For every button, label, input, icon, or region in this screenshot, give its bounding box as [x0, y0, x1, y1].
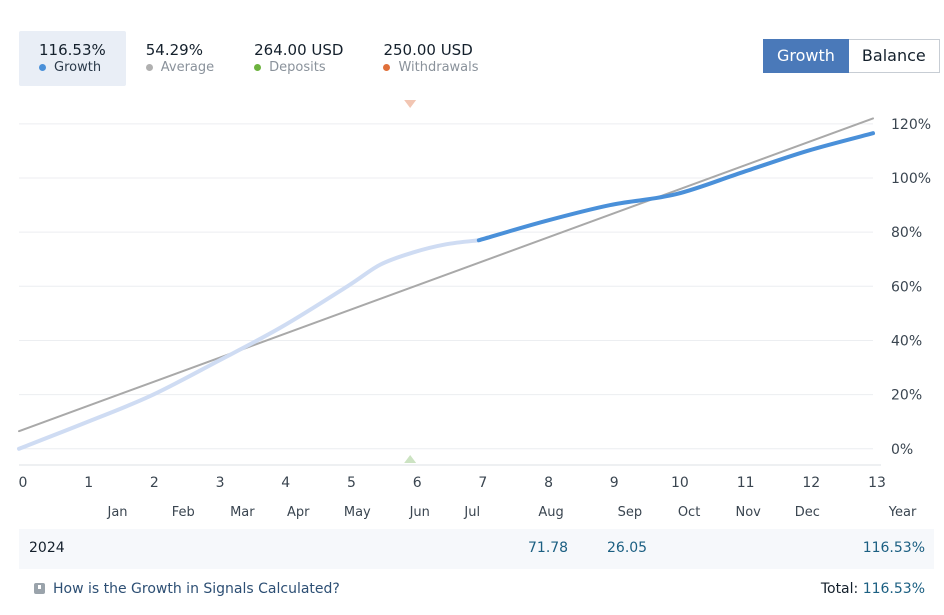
x-tick-label: 10 — [671, 475, 689, 491]
month-label: Nov — [735, 505, 761, 520]
x-tick-label: 8 — [544, 475, 553, 491]
x-tick-label: 11 — [737, 475, 755, 491]
stat-growth[interactable]: 116.53% Growth — [19, 31, 126, 86]
x-tick-label: 1 — [84, 475, 93, 491]
year-total-value: 116.53% — [862, 540, 925, 556]
stat-deposits-label: Deposits — [269, 60, 326, 75]
y-tick-label: 80% — [891, 225, 922, 241]
deposit-marker — [404, 455, 417, 463]
y-tick-label: 100% — [891, 171, 931, 187]
year-label: 2024 — [29, 540, 65, 556]
chart-mode-toggle: Growth Balance — [763, 39, 940, 73]
month-label: Jun — [409, 505, 430, 520]
month-label: Apr — [287, 505, 310, 520]
y-tick-label: 120% — [891, 117, 931, 133]
x-tick-label: 6 — [413, 475, 422, 491]
month-label: May — [344, 505, 371, 520]
month-label: Sep — [618, 505, 643, 520]
info-icon — [34, 583, 45, 594]
x-tick-label: 5 — [347, 475, 356, 491]
x-tick-label: 12 — [802, 475, 820, 491]
growth-line — [476, 131, 875, 243]
stat-average[interactable]: 54.29% Average — [126, 31, 234, 86]
stat-growth-label: Growth — [54, 60, 102, 75]
stat-average-value: 54.29% — [145, 41, 203, 59]
balance-toggle-button[interactable]: Balance — [848, 39, 940, 73]
stat-withdrawals-label: Withdrawals — [398, 60, 479, 75]
stat-deposits[interactable]: 264.00 USD Deposits — [234, 31, 363, 86]
month-label: Jul — [463, 505, 480, 520]
month-label: Mar — [230, 505, 255, 520]
stat-withdrawals-value: 250.00 USD — [383, 41, 473, 59]
stat-growth-value: 116.53% — [39, 41, 106, 59]
month-label: Year — [888, 505, 917, 520]
x-tick-label: 13 — [868, 475, 886, 491]
growth-chart: 120%100%80%60%40%20%0%0 1 2 3 4 5 6 7 8 9 10 11 12 13… — [17, 100, 931, 520]
y-tick-label: 20% — [891, 388, 922, 404]
stat-withdrawals[interactable]: 250.00 USD Withdrawals — [363, 31, 498, 86]
month-label: Oct — [678, 505, 700, 520]
stat-average-label: Average — [160, 60, 215, 75]
withdrawal-marker — [404, 100, 417, 108]
growth-calculation-help-link[interactable]: How is the Growth in Signals Calculated? — [53, 581, 340, 597]
growth-legend-dot — [39, 63, 46, 71]
stats-bar: 116.53% Growth 54.29% Average 264.00 USD… — [19, 31, 499, 86]
year-value-sep: 26.05 — [607, 540, 648, 556]
stat-deposits-value: 264.00 USD — [254, 41, 344, 59]
month-label: Feb — [172, 505, 195, 520]
total-value: 116.53% — [862, 581, 925, 597]
footer: How is the Growth in Signals Calculated?… — [19, 578, 934, 602]
x-tick-label: 7 — [478, 475, 487, 491]
x-tick-label: 2 — [150, 475, 159, 491]
x-tick-label: 0 — [19, 475, 28, 491]
withdrawals-legend-dot — [383, 63, 391, 71]
month-label: Dec — [795, 505, 820, 520]
x-tick-label: 9 — [610, 475, 619, 491]
x-tick-label: 3 — [216, 475, 225, 491]
growth-toggle-button[interactable]: Growth — [763, 39, 849, 73]
growth-history-line — [17, 238, 481, 451]
y-tick-label: 0% — [891, 442, 913, 458]
deposits-legend-dot — [254, 63, 262, 71]
average-legend-dot — [145, 63, 153, 71]
average-line — [18, 117, 874, 433]
month-label: Jan — [107, 505, 128, 520]
year-row: 2024 71.78 26.05 116.53% — [19, 529, 934, 569]
month-label: Aug — [538, 505, 563, 520]
year-value-aug: 71.78 — [528, 540, 569, 556]
y-tick-label: 60% — [891, 279, 922, 295]
y-tick-label: 40% — [891, 333, 922, 349]
total-summary: Total: 116.53% — [821, 581, 925, 597]
x-tick-label: 4 — [281, 475, 290, 491]
total-label: Total: — [820, 581, 859, 597]
